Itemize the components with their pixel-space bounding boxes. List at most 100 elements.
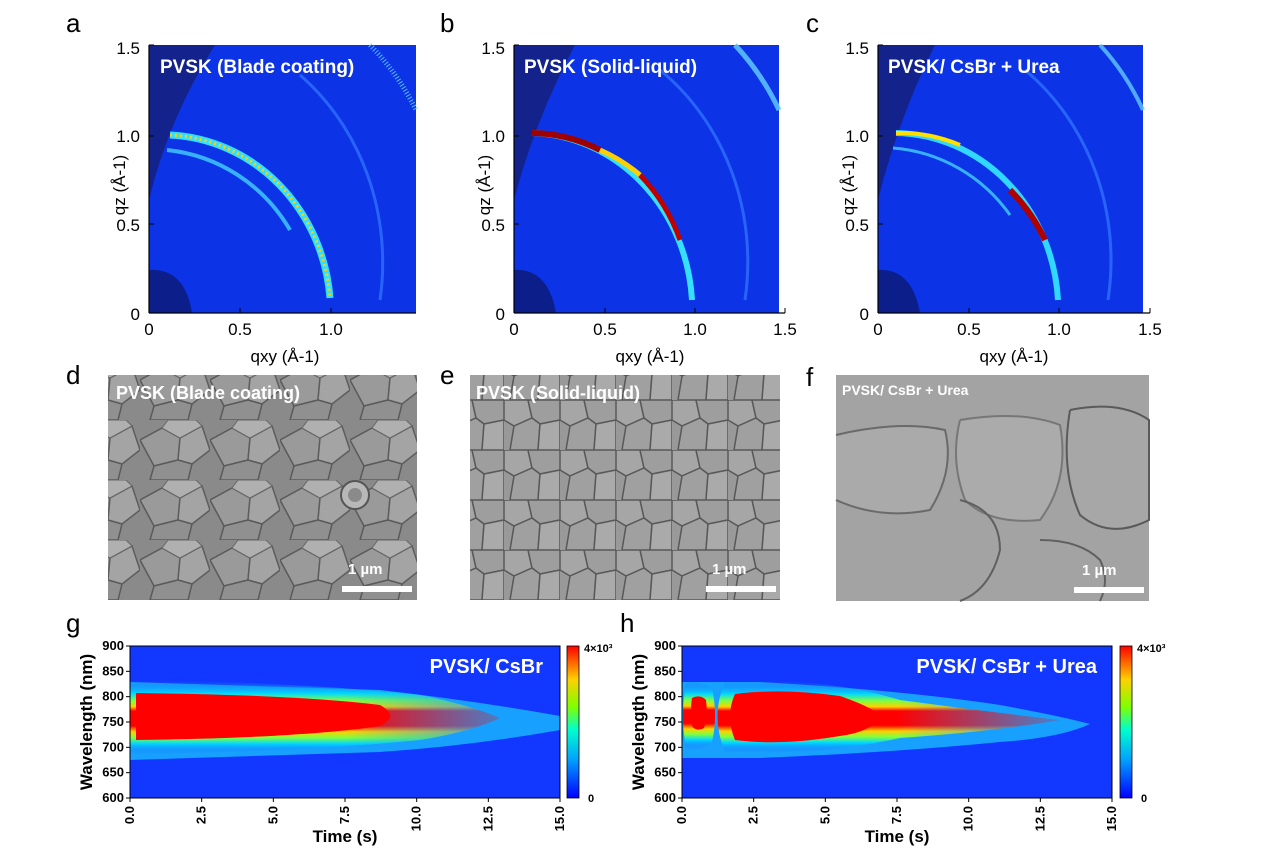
- x-tick-h-5: 12.5: [1032, 806, 1047, 831]
- scale-bar-d: [342, 586, 412, 592]
- y-tick-c-3: 1.5: [845, 39, 869, 58]
- x-tick-c-0: 0: [873, 320, 882, 339]
- x-label-b: qxy (Å-1): [616, 347, 685, 366]
- colorbar-min-g: 0: [588, 793, 594, 805]
- y-tick-h-5: 850: [654, 663, 676, 678]
- y-tick-b-1: 0.5: [481, 216, 505, 235]
- y-tick-g-1: 650: [102, 765, 124, 780]
- sem-title-f: PVSK/ CsBr + Urea: [842, 382, 969, 398]
- colorbar-max-g: 4×10³: [584, 643, 613, 655]
- x-tick-c-1: 0.5: [957, 320, 981, 339]
- y-tick-a-3: 1.5: [116, 39, 140, 58]
- sem-title-d: PVSK (Blade coating): [116, 383, 300, 403]
- giwaxs-panel-c: [878, 43, 1145, 313]
- panel-letter-d: d: [66, 360, 80, 390]
- colorbar-max-h: 4×10³: [1137, 643, 1166, 655]
- y-label-b: qz (Å-1): [475, 155, 494, 215]
- y-tick-h-6: 900: [654, 638, 676, 653]
- colorbar-g: [566, 645, 580, 799]
- giwaxs-axes-b: [513, 44, 786, 314]
- x-tick-c-3: 1.5: [1138, 320, 1162, 339]
- x-tick-g-3: 7.5: [337, 806, 352, 824]
- giwaxs-axes-c: [877, 44, 1151, 314]
- x-tick-b-3: 1.5: [773, 320, 797, 339]
- x-label-h: Time (s): [865, 827, 930, 846]
- y-tick-h-2: 700: [654, 739, 676, 754]
- y-label-a: qz (Å-1): [110, 155, 129, 215]
- sem-image-d: [108, 375, 417, 600]
- scale-bar-label-f: 1 µm: [1082, 562, 1117, 579]
- panel-letter-h: h: [620, 608, 634, 638]
- y-tick-h-4: 800: [654, 689, 676, 704]
- pl-title-g: PVSK/ CsBr: [430, 656, 544, 678]
- x-tick-g-2: 5.0: [265, 806, 280, 824]
- pl-title-h: PVSK/ CsBr + Urea: [916, 656, 1098, 678]
- y-tick-g-2: 700: [102, 739, 124, 754]
- y-tick-g-6: 900: [102, 638, 124, 653]
- y-label-c: qz (Å-1): [839, 155, 858, 215]
- giwaxs-title-c: PVSK/ CsBr + Urea: [888, 57, 1060, 78]
- x-tick-h-4: 10.0: [961, 806, 976, 831]
- scale-bar-label-d: 1 µm: [348, 561, 383, 578]
- giwaxs-title-a: PVSK (Blade coating): [160, 57, 354, 78]
- panel-letter-b: b: [440, 8, 454, 38]
- pl-heatmap-h: [682, 646, 1112, 798]
- pl-heatmap-g: [130, 646, 560, 798]
- sem-image-f: [835, 375, 1150, 602]
- y-tick-h-0: 600: [654, 790, 676, 805]
- panel-letter-e: e: [440, 360, 454, 390]
- x-tick-h-3: 7.5: [889, 806, 904, 824]
- y-tick-b-0: 0: [496, 305, 505, 324]
- x-tick-a-2: 1.0: [319, 320, 343, 339]
- y-tick-b-3: 1.5: [481, 39, 505, 58]
- panel-letter-f: f: [806, 362, 814, 392]
- panel-letter-a: a: [66, 8, 81, 38]
- x-tick-b-2: 1.0: [683, 320, 707, 339]
- y-label-g: Wavelength (nm): [77, 654, 96, 790]
- y-tick-a-2: 1.0: [116, 127, 140, 146]
- x-tick-g-1: 2.5: [194, 806, 209, 824]
- x-tick-a-0: 0: [144, 320, 153, 339]
- scale-bar-f: [1074, 587, 1144, 593]
- panel-letter-c: c: [806, 8, 819, 38]
- x-label-c: qxy (Å-1): [980, 347, 1049, 366]
- x-tick-c-2: 1.0: [1047, 320, 1071, 339]
- x-tick-h-0: 0.0: [674, 806, 689, 824]
- y-tick-g-4: 800: [102, 689, 124, 704]
- x-label-a: qxy (Å-1): [251, 347, 320, 366]
- y-tick-a-0: 0: [131, 305, 140, 324]
- y-tick-c-1: 0.5: [845, 216, 869, 235]
- x-label-g: Time (s): [313, 827, 378, 846]
- y-tick-g-0: 600: [102, 790, 124, 805]
- y-tick-g-3: 750: [102, 714, 124, 729]
- sem-image-e: [470, 375, 780, 600]
- giwaxs-title-b: PVSK (Solid-liquid): [524, 57, 697, 78]
- x-tick-g-6: 15.0: [552, 806, 567, 831]
- y-tick-a-1: 0.5: [116, 216, 140, 235]
- colorbar-h: [1119, 645, 1133, 799]
- colorbar-min-h: 0: [1141, 793, 1147, 805]
- y-tick-c-2: 1.0: [845, 127, 869, 146]
- y-tick-h-3: 750: [654, 714, 676, 729]
- sem-title-e: PVSK (Solid-liquid): [476, 383, 640, 403]
- pl-ticks-g: 0.0 2.5 5.0 7.5 10.0 12.5 15.0 600 650 700 750 800 8…: [102, 638, 567, 831]
- y-tick-h-1: 650: [654, 765, 676, 780]
- x-tick-b-0: 0: [509, 320, 518, 339]
- x-tick-b-1: 0.5: [593, 320, 617, 339]
- y-tick-b-2: 1.0: [481, 127, 505, 146]
- giwaxs-axes-a: [148, 44, 416, 314]
- x-tick-h-6: 15.0: [1104, 806, 1119, 831]
- x-tick-h-2: 5.0: [817, 806, 832, 824]
- x-tick-h-1: 2.5: [746, 806, 761, 824]
- giwaxs-panel-a: [149, 43, 419, 313]
- x-tick-g-5: 12.5: [480, 806, 495, 831]
- x-tick-g-4: 10.0: [409, 806, 424, 831]
- panel-letter-g: g: [66, 608, 80, 638]
- scale-bar-e: [706, 586, 776, 592]
- pl-ticks-h: 0.0 2.5 5.0 7.5 10.0 12.5 15.0 600 650 700 750 800 8…: [654, 638, 1119, 831]
- scale-bar-label-e: 1 µm: [712, 561, 747, 578]
- y-tick-g-5: 850: [102, 663, 124, 678]
- giwaxs-panel-b: [514, 43, 782, 313]
- x-tick-g-0: 0.0: [122, 806, 137, 824]
